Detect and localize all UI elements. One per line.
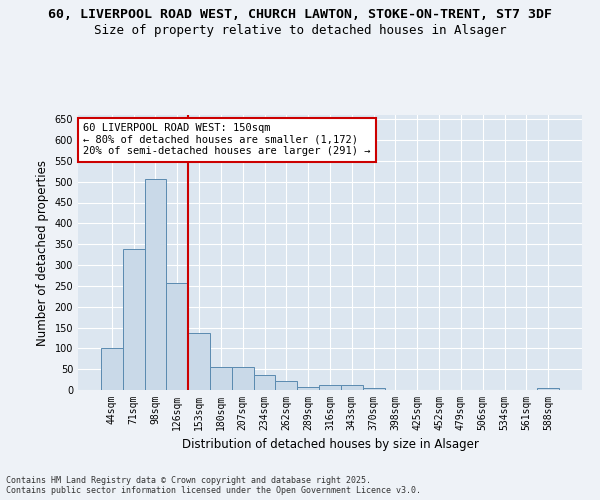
- Bar: [232, 367, 254, 390]
- Bar: [188, 333, 210, 390]
- Bar: [297, 386, 319, 390]
- Bar: [166, 283, 188, 390]
- Y-axis label: Number of detached properties: Number of detached properties: [36, 160, 49, 346]
- Text: Contains HM Land Registry data © Crown copyright and database right 2025.
Contai: Contains HM Land Registry data © Crown c…: [6, 476, 421, 495]
- Bar: [145, 179, 166, 390]
- Bar: [341, 386, 363, 390]
- Bar: [254, 376, 275, 390]
- Text: 60 LIVERPOOL ROAD WEST: 150sqm
← 80% of detached houses are smaller (1,172)
20% : 60 LIVERPOOL ROAD WEST: 150sqm ← 80% of …: [83, 123, 371, 156]
- Bar: [210, 367, 232, 390]
- Bar: [363, 388, 385, 390]
- Bar: [319, 386, 341, 390]
- Bar: [123, 249, 145, 390]
- Text: Size of property relative to detached houses in Alsager: Size of property relative to detached ho…: [94, 24, 506, 37]
- Bar: [537, 388, 559, 390]
- Bar: [275, 381, 297, 390]
- Bar: [101, 348, 123, 390]
- Text: 60, LIVERPOOL ROAD WEST, CHURCH LAWTON, STOKE-ON-TRENT, ST7 3DF: 60, LIVERPOOL ROAD WEST, CHURCH LAWTON, …: [48, 8, 552, 20]
- X-axis label: Distribution of detached houses by size in Alsager: Distribution of detached houses by size …: [182, 438, 478, 452]
